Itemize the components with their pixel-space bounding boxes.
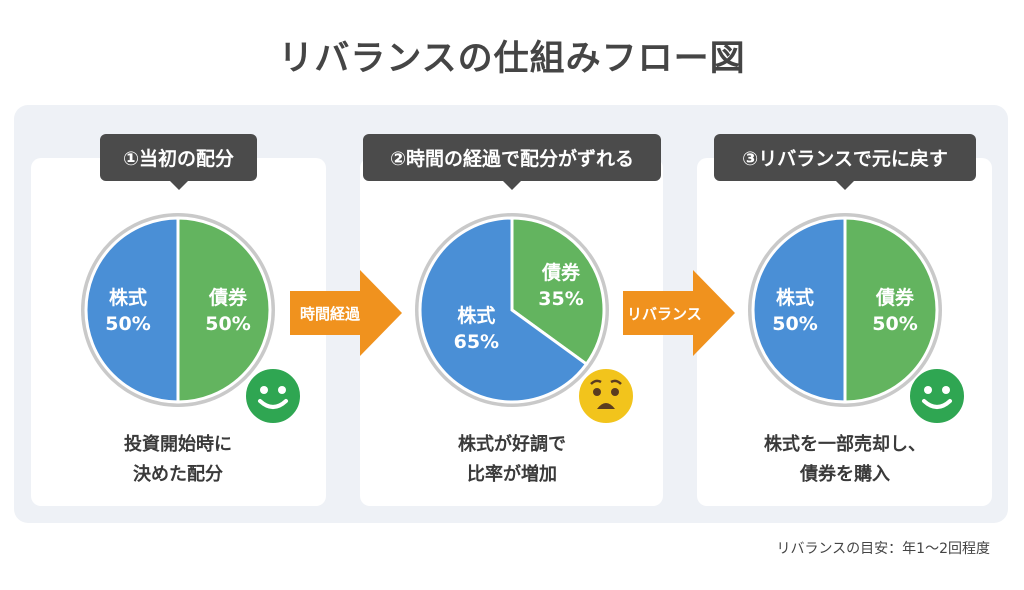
pie-label-stock: 65% [454, 331, 499, 353]
arrow-label: 時間経過 [300, 304, 361, 323]
caption-line: 決めた配分 [133, 464, 223, 485]
pie-chart-1: 債券 50% 株式 50% [81, 213, 275, 407]
pie-label-bond: 50% [205, 313, 250, 335]
step-caption-1: 投資開始時に 決めた配分 [28, 430, 328, 490]
pie-slice-stock [751, 216, 847, 404]
step-caption-2: 株式が好調で 比率が増加 [362, 430, 662, 490]
pie-slice-bond [843, 216, 939, 404]
pie-label-bond: 債券 [541, 261, 581, 284]
caption-line: 投資開始時に [124, 434, 232, 455]
pie-slice-bond [510, 216, 606, 367]
pie-chart-2: 債券 35% 株式 65% [415, 213, 609, 407]
worried-face-icon [577, 367, 635, 425]
arrow-elapsed-time: 時間経過 [290, 270, 402, 356]
step-label-2: ②時間の経過で配分がずれる [363, 134, 661, 190]
caption-line: 株式を一部売却し、 [764, 434, 926, 455]
pie-label-bond: 債券 [208, 286, 248, 309]
step-caption-3: 株式を一部売却し、 債券を購入 [695, 430, 995, 490]
pie-label-stock: 50% [105, 313, 150, 335]
pie-slice-bond [176, 216, 272, 404]
pie-label-stock: 株式 [457, 304, 495, 327]
arrow-rebalance: リバランス [623, 270, 735, 356]
pie-label-stock: 50% [772, 313, 817, 335]
step-label-1: ①当初の配分 [100, 134, 257, 190]
happy-face-icon [244, 367, 302, 425]
footnote: リバランスの目安：年1〜2回程度 [776, 541, 990, 557]
happy-face-icon [908, 367, 966, 425]
arrow-label: リバランス [627, 304, 702, 323]
caption-line: 債券を購入 [800, 464, 890, 485]
caption-line: 株式が好調で [458, 434, 566, 455]
pie-label-bond: 債券 [875, 286, 915, 309]
pie-label-stock: 株式 [776, 286, 814, 309]
caption-line: 比率が増加 [467, 464, 557, 485]
page-title: リバランスの仕組みフロー図 [278, 39, 746, 79]
pie-label-bond: 50% [872, 313, 917, 335]
pie-label-stock: 株式 [109, 286, 147, 309]
pie-chart-3: 債券 50% 株式 50% [748, 213, 942, 407]
pie-slice-stock [84, 216, 180, 404]
step-label-3: ③リバランスで元に戻す [714, 134, 976, 190]
pie-label-bond: 35% [538, 288, 583, 310]
pie-slice-stock [418, 216, 589, 404]
